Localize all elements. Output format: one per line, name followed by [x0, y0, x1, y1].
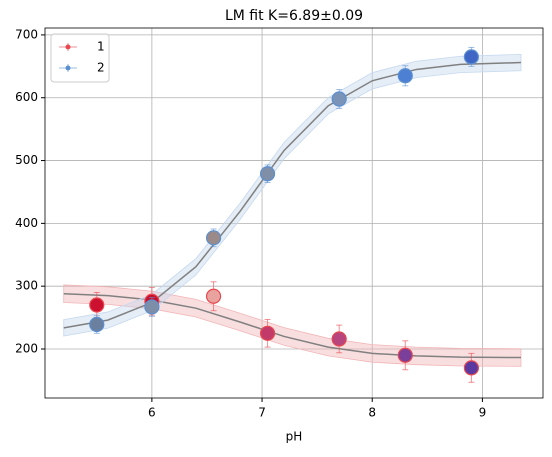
chart-title: LM fit K=6.89±0.09: [225, 8, 363, 24]
x-axis-label: pH: [286, 430, 303, 444]
fit-line: [63, 61, 521, 329]
point: [463, 360, 479, 376]
point: [205, 288, 222, 304]
y-tick-label: 600: [15, 90, 38, 104]
x-tick-label: 7: [258, 406, 266, 420]
legend-marker: [65, 65, 71, 71]
point: [89, 316, 105, 333]
point: [89, 297, 105, 313]
fit-band: [63, 284, 522, 367]
legend-box: [50, 33, 110, 83]
point: [331, 331, 347, 347]
y-tick-label: 700: [15, 27, 38, 41]
fit-line: [63, 292, 521, 359]
point: [144, 299, 160, 315]
y-tick-label: 200: [15, 342, 38, 356]
x-tick-label: 8: [368, 406, 376, 420]
point: [397, 68, 413, 84]
point: [331, 91, 347, 107]
point: [205, 230, 222, 246]
point: [397, 347, 413, 363]
y-tick-label: 400: [15, 216, 38, 230]
point: [259, 166, 276, 182]
point: [259, 325, 276, 341]
legend-label: 1: [97, 40, 105, 54]
plot-frame: [44, 27, 544, 399]
fit-band: [63, 53, 522, 337]
point: [463, 49, 479, 65]
y-tick-label: 300: [15, 279, 38, 293]
x-tick-label: 9: [479, 406, 487, 420]
x-tick-label: 6: [148, 406, 156, 420]
y-tick-label: 500: [15, 153, 38, 167]
legend-marker: [65, 44, 71, 50]
legend-label: 2: [97, 61, 105, 75]
